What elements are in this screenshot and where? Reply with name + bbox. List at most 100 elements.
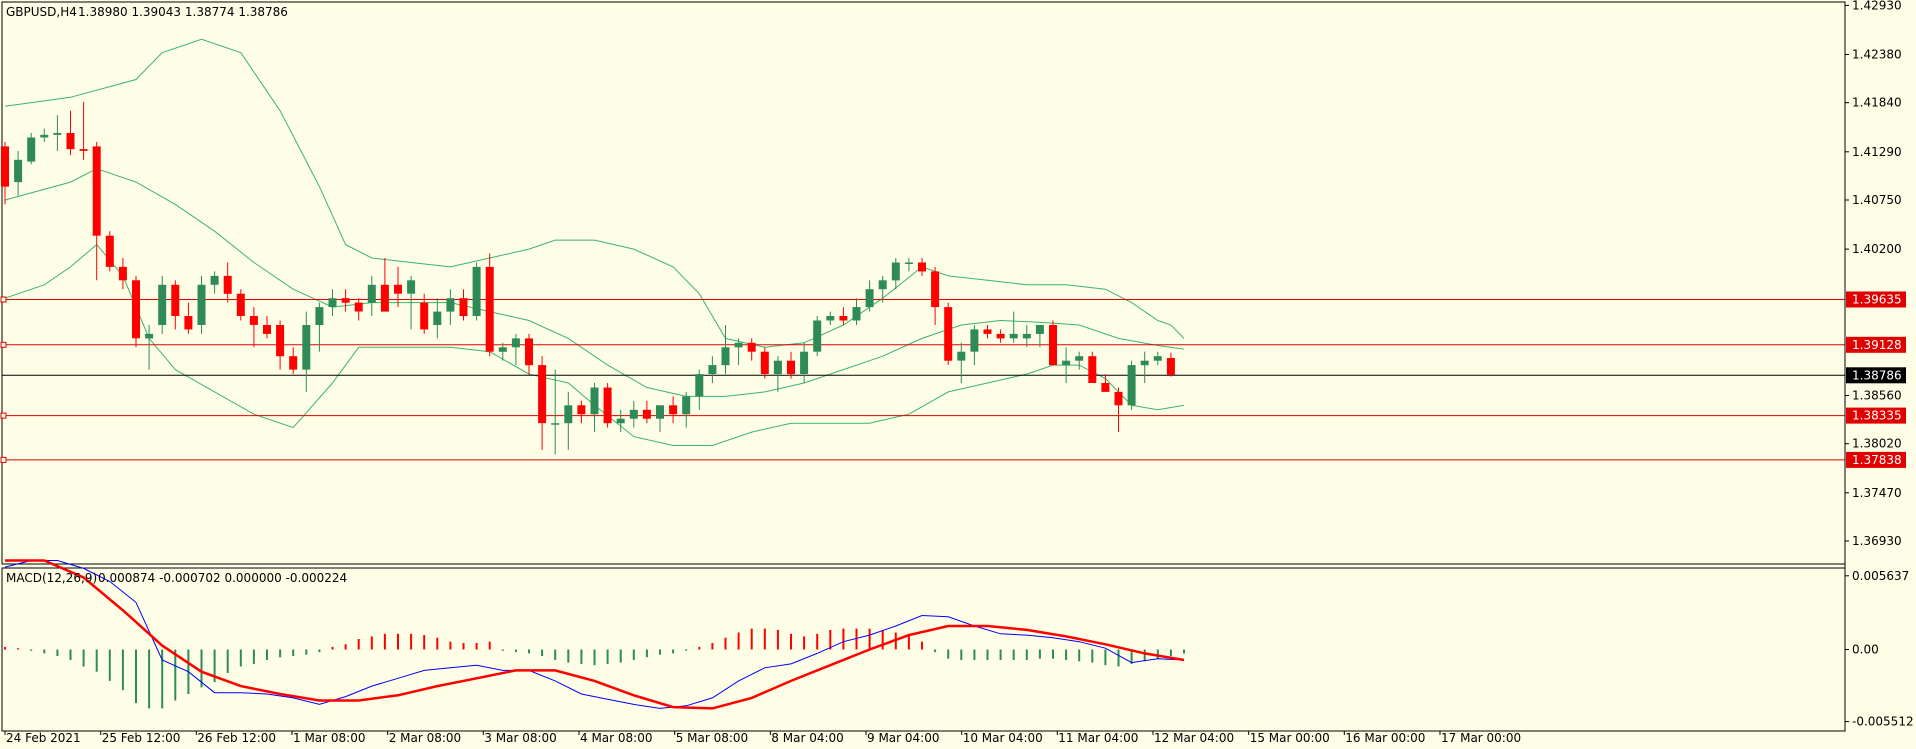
candle [1,141,9,205]
candle [904,258,913,272]
time-tick-label: 15 Mar 00:00 [1250,731,1330,745]
candle [171,280,180,330]
candle-body [656,405,664,419]
level-handle[interactable] [0,456,7,463]
candle-body [957,351,966,361]
candle [1075,351,1084,370]
candle [734,338,743,366]
candle [656,405,664,433]
time-tick-label: 12 Mar 04:00 [1154,731,1234,745]
price-panel[interactable]: GBPUSD,H4 1.38980 1.39043 1.38774 1.3878… [0,1,1846,565]
candle-body [498,347,507,352]
candle [577,400,586,424]
candle-body [184,316,193,330]
price-tick-label: 1.41290 [1852,145,1902,159]
price-tick-label: 1.36930 [1852,534,1902,548]
macd-panel[interactable]: MACD(12,26,9) 0.000874 -0.000702 0.00000… [1,559,1914,732]
level-price-text: 1.39128 [1852,338,1902,352]
candle [197,275,206,334]
candle-body [918,262,926,272]
time-tick-label: 3 Mar 08:00 [484,731,557,745]
candle-body [158,284,167,325]
candle-body [1140,360,1149,366]
candle [1022,325,1031,348]
bollinger-middle-band [4,168,1185,397]
level-handle[interactable] [0,296,7,303]
level-handle[interactable] [0,341,7,348]
candle-body [642,409,651,419]
candle [367,275,376,316]
level-handle[interactable] [0,412,7,419]
candle-body [276,325,285,357]
candle-body [708,365,717,374]
candle [590,383,599,433]
horizontal-levels[interactable] [0,296,1845,463]
candle-body [538,365,547,424]
candle [40,128,49,142]
candle [1114,387,1123,433]
price-axis[interactable]: 1.42930 1.42380 1.41840 1.41290 1.40750 1.402… [1844,0,1906,731]
macd-tick-label: 0.005637 [1852,569,1909,583]
price-tick-label: 1.40200 [1852,242,1902,256]
candle-body [105,235,114,267]
candle [996,329,1005,343]
candle [145,325,154,370]
candle-body [407,280,416,294]
time-tick-label: 4 Mar 08:00 [580,731,653,745]
candle [616,409,625,433]
candle [721,325,730,375]
candle-body [171,284,180,316]
price-tick-label: 1.41840 [1852,96,1902,110]
candle [105,231,114,272]
candle [276,320,285,370]
candle-body [891,262,900,281]
candle [328,289,337,316]
candle-body [865,289,874,308]
current-price-badge [1846,367,1906,384]
candle-body [669,405,678,415]
candle [433,298,442,339]
symbol-label: GBPUSD,H4 [6,5,77,19]
time-tick-label: 8 Mar 04:00 [771,731,844,745]
candle-body [328,298,337,308]
candle-body [551,423,560,425]
candle [669,396,678,424]
price-tick-label: 1.42930 [1852,0,1902,12]
macd-signal-line [5,559,1185,710]
candle-body [747,342,756,352]
macd-tick-label: -0.005512 [1852,715,1914,729]
macd-main-line [4,560,1185,709]
candle-body [525,338,533,366]
candle-body [145,333,154,339]
candle [1088,351,1097,383]
candle [79,101,88,160]
candle [1062,347,1071,383]
candle-body [459,298,468,317]
candle-body [249,316,258,325]
candle [1153,351,1162,366]
candle [970,325,979,366]
time-tick-label: 26 Feb 12:00 [197,731,276,745]
candle [708,356,717,383]
candle-body [590,387,599,415]
candle-body [760,351,769,374]
macd-label: MACD(12,26,9) [6,571,97,585]
candle [223,262,232,303]
candle-body [904,262,913,264]
candle-body [1101,383,1110,392]
candle-body [394,284,402,294]
candle-body [315,307,324,325]
time-tick-label: 16 Mar 00:00 [1345,731,1425,745]
candle [525,333,533,375]
candle-body [341,298,350,303]
candle [92,141,101,281]
candle-body [1009,333,1018,339]
candle [983,325,992,339]
candle-body [433,311,442,325]
candle-body [721,347,730,366]
candle-body [223,275,232,294]
candle [184,302,193,334]
candle-body [1075,356,1084,361]
candle-body [132,280,140,339]
